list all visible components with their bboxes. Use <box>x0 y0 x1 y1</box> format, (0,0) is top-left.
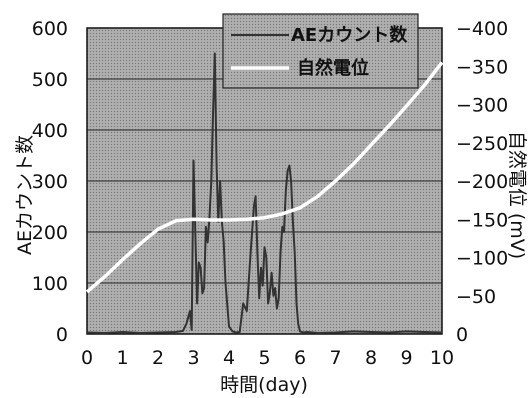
x-tick-label: 10 <box>430 347 454 369</box>
x-tick-label: 8 <box>365 347 377 369</box>
y-right-tick-labels: 0 −50 −100 −150 −200 −250 −300 −350 −400 <box>456 18 508 346</box>
y-right-tick-label: 0 <box>456 324 468 346</box>
y-right-tick-label: −300 <box>456 95 508 117</box>
x-tick-label: 9 <box>400 347 412 369</box>
x-tick-label: 0 <box>81 347 93 369</box>
x-tick-label: 7 <box>329 347 341 369</box>
legend-label-ae: AEカウント数 <box>291 24 408 46</box>
x-tick-labels: 0 1 2 3 4 5 6 7 8 9 10 <box>81 347 454 369</box>
y-left-tick-labels: 0 100 200 300 400 500 600 <box>32 18 68 346</box>
legend-label-potential: 自然電位 <box>297 57 369 79</box>
x-axis-title: 時間(day) <box>220 374 308 396</box>
y-left-tick-label: 300 <box>32 171 68 193</box>
y-right-tick-label: −400 <box>456 18 508 40</box>
y-left-tick-label: 200 <box>32 222 68 244</box>
y-right-tick-label: −100 <box>456 248 508 270</box>
y-right-tick-label: −200 <box>456 171 508 193</box>
y-right-tick-label: −250 <box>456 133 508 155</box>
x-tick-label: 5 <box>258 347 270 369</box>
y-right-tick-label: −50 <box>456 286 496 308</box>
series-line-natural-potential <box>85 61 444 294</box>
y-left-tick-label: 0 <box>56 324 68 346</box>
y-right-tick-label: −350 <box>456 56 508 78</box>
y-left-tick-label: 400 <box>32 120 68 142</box>
y-right-axis-title: 自然電位 (mV) <box>506 131 528 259</box>
x-tick-label: 2 <box>152 347 164 369</box>
series-layer <box>85 52 444 334</box>
legend: AEカウント数 自然電位 <box>222 13 419 89</box>
series-line-ae-count <box>86 52 443 334</box>
y-left-tick-label: 600 <box>32 18 68 40</box>
y-left-axis-title: AEカウント数 <box>14 135 36 255</box>
y-right-tick-label: −150 <box>456 209 508 231</box>
legend-box <box>222 13 419 89</box>
x-tick-label: 1 <box>116 347 128 369</box>
y-left-tick-label: 100 <box>32 273 68 295</box>
y-left-tick-label: 500 <box>32 69 68 91</box>
x-tick-label: 4 <box>223 347 235 369</box>
x-tick-label: 6 <box>294 347 306 369</box>
x-tick-label: 3 <box>187 347 199 369</box>
